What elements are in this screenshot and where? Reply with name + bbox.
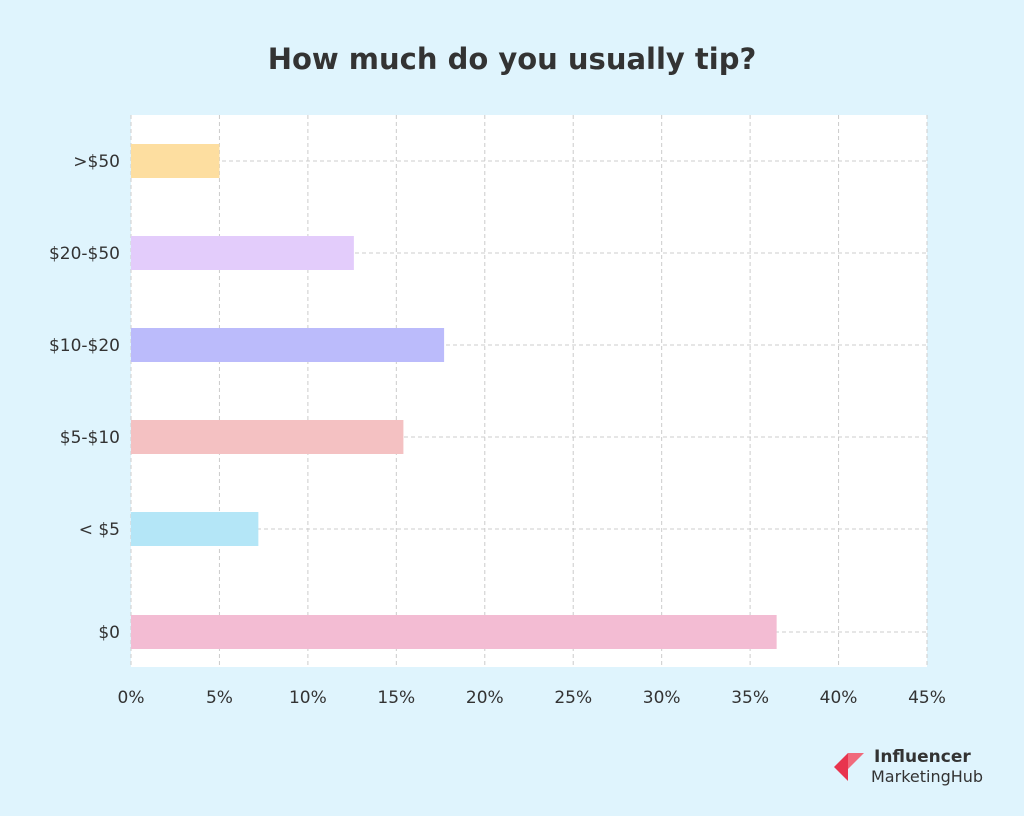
category-label: < $5 bbox=[79, 520, 120, 540]
bar bbox=[131, 328, 445, 362]
x-tick-label: 15% bbox=[377, 688, 415, 708]
x-tick-label: 25% bbox=[554, 688, 592, 708]
logo-text-marketinghub: MarketingHub bbox=[871, 767, 984, 786]
category-labels: >$50 $20-$50 $10-$20 $5-$10 < $5 $0 bbox=[49, 152, 120, 643]
x-tick-label: 30% bbox=[643, 688, 681, 708]
x-tick-label: 0% bbox=[118, 688, 145, 708]
logo-diamond-icon bbox=[834, 753, 864, 781]
x-tick-labels: 0% 5% 10% 15% 20% 25% 30% 35% 40% 45% bbox=[118, 688, 946, 708]
x-tick-label: 40% bbox=[820, 688, 858, 708]
gridlines bbox=[130, 115, 928, 667]
influencer-marketing-hub-logo: Influencer MarketingHub bbox=[834, 747, 1004, 789]
category-label: $5-$10 bbox=[60, 428, 120, 448]
bar bbox=[131, 420, 404, 454]
x-tick-label: 20% bbox=[466, 688, 504, 708]
x-tick-label: 10% bbox=[289, 688, 327, 708]
category-label: $0 bbox=[98, 623, 120, 643]
x-tick-label: 35% bbox=[731, 688, 769, 708]
plot-area bbox=[131, 115, 927, 667]
category-label: $10-$20 bbox=[49, 336, 120, 356]
bar bbox=[131, 144, 220, 178]
bar bbox=[131, 615, 777, 649]
category-label: $20-$50 bbox=[49, 244, 120, 264]
chart-title: How much do you usually tip? bbox=[267, 42, 757, 76]
category-label: >$50 bbox=[73, 152, 120, 172]
bars bbox=[131, 144, 777, 649]
logo-text-influencer: Influencer bbox=[874, 747, 971, 767]
bar bbox=[131, 512, 259, 546]
bar bbox=[131, 236, 354, 270]
x-tick-label: 45% bbox=[908, 688, 946, 708]
x-tick-label: 5% bbox=[206, 688, 233, 708]
